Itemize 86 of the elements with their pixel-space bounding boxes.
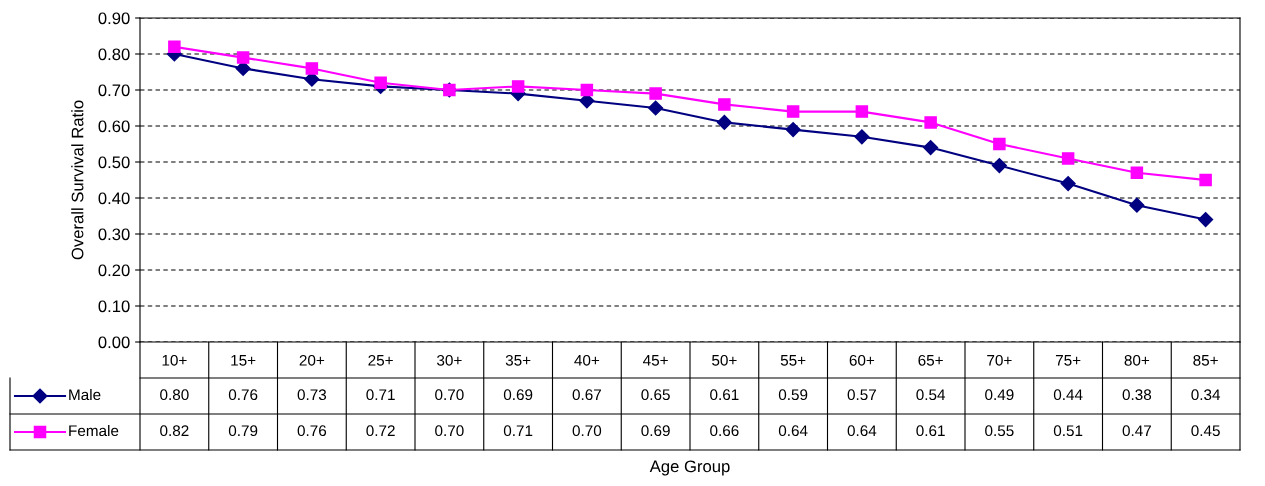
y-tick-label: 0.30 bbox=[98, 228, 130, 241]
data-label: 0.54 bbox=[916, 389, 946, 401]
point bbox=[305, 62, 319, 75]
data-label: 0.66 bbox=[710, 425, 739, 437]
point bbox=[923, 140, 939, 156]
point bbox=[1129, 197, 1145, 213]
y-tick-label: 0.90 bbox=[98, 12, 130, 25]
text: Age Group bbox=[649, 460, 730, 476]
x-tick-label: 25+ bbox=[368, 354, 393, 366]
y-tick-label: 0.00 bbox=[98, 336, 130, 349]
y-axis-title: Overall Survival Ratio bbox=[71, 100, 84, 260]
legend-label: Male bbox=[69, 388, 101, 401]
data-label: 0.55 bbox=[985, 425, 1014, 437]
x-tick-label: 15+ bbox=[231, 355, 256, 366]
data-label: 0.73 bbox=[297, 389, 327, 401]
x-tick-label: 35+ bbox=[505, 354, 531, 366]
point bbox=[718, 98, 731, 111]
point bbox=[1199, 173, 1212, 187]
data-label: 0.64 bbox=[847, 425, 877, 437]
point bbox=[924, 116, 937, 129]
y-tick-label: 0.10 bbox=[98, 300, 130, 313]
data-label: 0.82 bbox=[160, 425, 189, 437]
point bbox=[786, 105, 800, 118]
point bbox=[1198, 212, 1214, 228]
data-label: 0.34 bbox=[1191, 389, 1221, 401]
y-tick-label: 0.20 bbox=[98, 264, 130, 277]
y-tick-label: 0.70 bbox=[98, 84, 130, 97]
data-label: 0.70 bbox=[572, 425, 602, 437]
data-label: 0.51 bbox=[1053, 425, 1083, 437]
point bbox=[1060, 176, 1076, 192]
data-label: 0.61 bbox=[916, 425, 945, 437]
data-label: 0.70 bbox=[435, 389, 464, 401]
y-tick-label: 0.60 bbox=[98, 120, 130, 133]
data-label: 0.80 bbox=[160, 389, 189, 401]
x-tick-label: 20+ bbox=[299, 354, 325, 366]
data-label: 0.76 bbox=[297, 425, 327, 437]
point bbox=[993, 137, 1006, 151]
data-label: 0.59 bbox=[778, 389, 808, 401]
data-label: 0.65 bbox=[641, 389, 670, 401]
point bbox=[785, 122, 801, 138]
data-label: 0.79 bbox=[228, 425, 258, 437]
point bbox=[236, 51, 250, 64]
point bbox=[855, 105, 869, 118]
data-label: 0.57 bbox=[847, 389, 876, 401]
point bbox=[716, 114, 732, 130]
data-label: 0.49 bbox=[985, 389, 1014, 401]
point bbox=[1061, 152, 1075, 165]
data-label: 0.47 bbox=[1122, 425, 1151, 437]
data-label: 0.70 bbox=[435, 425, 464, 437]
point bbox=[648, 100, 664, 116]
data-label: 0.69 bbox=[641, 425, 670, 437]
data-label: 0.67 bbox=[572, 389, 601, 401]
x-tick-label: 30+ bbox=[437, 354, 462, 366]
data-label: 0.38 bbox=[1122, 389, 1152, 401]
point bbox=[1130, 166, 1144, 180]
x-tick-label: 75+ bbox=[1055, 355, 1081, 366]
y-tick-label: 0.50 bbox=[98, 156, 130, 169]
data-label: 0.71 bbox=[503, 425, 533, 437]
x-tick-label: 70+ bbox=[987, 354, 1012, 366]
data-label: 0.71 bbox=[366, 389, 395, 401]
point bbox=[580, 83, 594, 97]
x-tick-label: 40+ bbox=[574, 354, 600, 366]
x-tick-label: 10+ bbox=[162, 354, 187, 366]
point bbox=[511, 80, 525, 93]
data-label: 0.64 bbox=[778, 425, 808, 437]
point bbox=[854, 129, 870, 145]
x-tick-label: 55+ bbox=[780, 355, 806, 366]
point bbox=[168, 40, 181, 54]
data-label: 0.69 bbox=[503, 389, 533, 401]
x-tick-label: 80+ bbox=[1124, 354, 1150, 366]
y-tick-label: 0.40 bbox=[98, 192, 130, 205]
x-tick-label: 50+ bbox=[712, 354, 737, 366]
x-tick-label: 65+ bbox=[918, 354, 943, 366]
data-label: 0.61 bbox=[710, 389, 739, 401]
x-tick-label: 60+ bbox=[849, 354, 875, 366]
data-label: 0.76 bbox=[228, 389, 258, 401]
point bbox=[649, 87, 662, 100]
point bbox=[374, 76, 387, 90]
x-tick-label: 45+ bbox=[643, 355, 668, 366]
x-tick-label: 85+ bbox=[1193, 354, 1218, 366]
y-tick-label: 0.80 bbox=[98, 48, 130, 61]
data-label: 0.44 bbox=[1053, 389, 1083, 401]
legend-label: Female bbox=[69, 424, 119, 437]
data-label: 0.72 bbox=[366, 425, 395, 437]
data-label: 0.45 bbox=[1191, 425, 1220, 437]
point bbox=[991, 158, 1007, 174]
